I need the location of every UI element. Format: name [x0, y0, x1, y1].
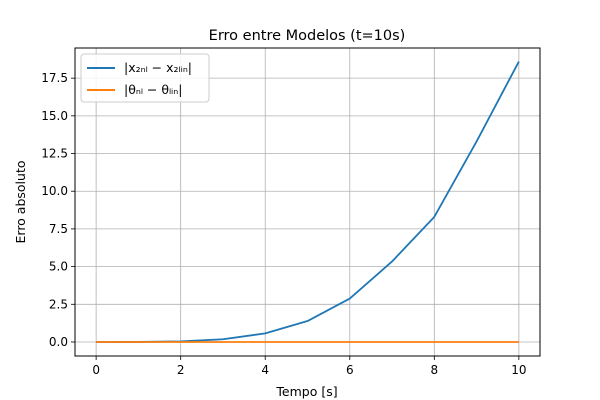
y-axis-ticks: 0.0 2.5 5.0 7.5 10.0 12.5 15.0 17.5 — [41, 71, 75, 349]
y-tick-label: 17.5 — [41, 71, 68, 85]
y-tick-label: 2.5 — [49, 297, 68, 311]
series-layer — [96, 61, 520, 343]
series-line-1 — [96, 61, 520, 343]
x-axis-label: Tempo [s] — [275, 384, 337, 399]
x-tick-label: 4 — [261, 363, 269, 377]
y-tick-label: 7.5 — [49, 222, 68, 236]
grid — [75, 48, 540, 356]
x-axis-ticks: 0 2 4 6 8 10 — [92, 356, 527, 377]
x-tick-label: 0 — [92, 363, 100, 377]
y-tick-label: 12.5 — [41, 147, 68, 161]
x-tick-label: 10 — [511, 363, 526, 377]
legend-label-series-2: |θₙₗ − θₗᵢₙ| — [124, 82, 182, 97]
x-tick-label: 6 — [346, 363, 354, 377]
y-tick-label: 10.0 — [41, 184, 68, 198]
x-tick-label: 2 — [177, 363, 185, 377]
y-tick-label: 5.0 — [49, 260, 68, 274]
legend-label-series-1: |x₂ₙₗ − x₂ₗᵢₙ| — [124, 60, 192, 75]
x-tick-label: 8 — [430, 363, 438, 377]
plot-frame — [74, 47, 541, 357]
y-tick-label: 0.0 — [49, 335, 68, 349]
y-axis-label: Erro absoluto — [13, 160, 28, 243]
y-tick-label: 15.0 — [41, 109, 68, 123]
chart-title: Erro entre Modelos (t=10s) — [209, 28, 406, 44]
legend: |x₂ₙₗ − x₂ₗᵢₙ| |θₙₗ − θₗᵢₙ| — [80, 53, 210, 103]
